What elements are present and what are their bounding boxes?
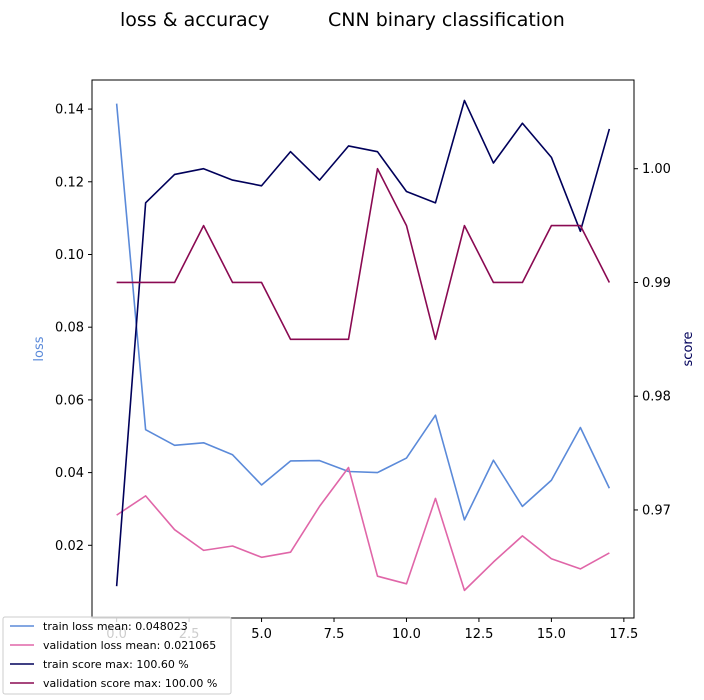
legend-label: train score max: 100.60 % (43, 658, 189, 671)
legend-label: validation score max: 100.00 % (43, 677, 217, 690)
y-right-tick-label: 0.98 (642, 390, 671, 405)
legend-frame (2, 616, 232, 695)
y-right-tick-label: 0.99 (642, 276, 671, 291)
y-left-tick-label: 0.12 (55, 175, 84, 190)
plot-frame (91, 79, 635, 619)
series-line-validation-loss (116, 466, 610, 592)
y-axis-right: 0.97 0.98 0.99 1.00 (634, 162, 671, 518)
y-left-tick-label: 0.02 (55, 539, 84, 554)
x-tick-label: 15.0 (537, 627, 566, 642)
y-left-tick-label: 0.08 (55, 321, 84, 336)
series-line-train-loss (115, 103, 611, 521)
y-left-tick-label: 0.06 (55, 393, 84, 408)
x-tick-label: 7.5 (324, 627, 345, 642)
x-tick-label: 12.5 (464, 627, 493, 642)
y-left-tick-label: 0.10 (55, 248, 84, 263)
y-axis-left-label: loss (32, 336, 47, 361)
plot-area (91, 79, 635, 619)
chart-title-right: CNN binary classification (328, 9, 565, 31)
x-tick-label: 10.0 (392, 627, 421, 642)
y-right-tick-label: 0.97 (642, 503, 671, 518)
series-line-validation-score (116, 167, 611, 341)
y-axis-right-label: score (681, 332, 696, 367)
legend-label: validation loss mean: 0.021065 (43, 639, 216, 652)
x-tick-label: 17.5 (609, 627, 638, 642)
legend-label: train loss mean: 0.048023 (43, 620, 188, 633)
y-left-tick-label: 0.14 (55, 103, 84, 118)
y-right-tick-label: 1.00 (642, 162, 671, 177)
series-line-train-score (115, 99, 611, 587)
series-layer (115, 99, 611, 592)
y-axis-left: 0.02 0.04 0.06 0.08 0.10 0.12 0.14 (55, 103, 92, 554)
y-left-tick-label: 0.04 (55, 466, 84, 481)
chart-title-left: loss & accuracy (120, 9, 269, 31)
x-tick-label: 5.0 (251, 627, 272, 642)
legend: train loss mean: 0.048023 validation loss… (2, 616, 232, 695)
